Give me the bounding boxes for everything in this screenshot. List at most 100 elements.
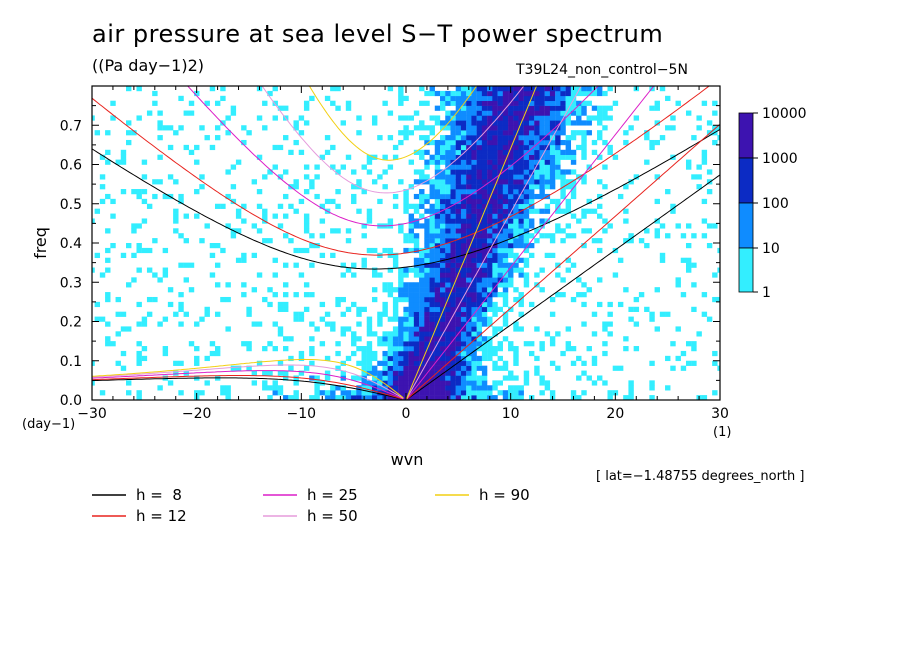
- heatmap-cell: [283, 193, 289, 200]
- heatmap-cell: [560, 100, 566, 106]
- heatmap-cell: [424, 125, 430, 131]
- heatmap-cell: [476, 341, 483, 347]
- heatmap-cell: [476, 360, 483, 366]
- heatmap-cell: [94, 301, 101, 308]
- heatmap-cell: [445, 243, 451, 249]
- heatmap-cell: [366, 208, 373, 214]
- heatmap-cell: [445, 331, 451, 337]
- heatmap-cell: [366, 154, 373, 160]
- heatmap-cell: [408, 292, 415, 298]
- heatmap-cell: [146, 203, 153, 209]
- heatmap-cell: [356, 306, 362, 312]
- heatmap-cell: [424, 296, 430, 303]
- heatmap-cell: [471, 174, 477, 180]
- heatmap-cell: [105, 193, 111, 200]
- heatmap-cell: [105, 247, 111, 254]
- heatmap-cell: [476, 321, 483, 327]
- heatmap-cell: [382, 390, 388, 396]
- heatmap-cell: [455, 375, 462, 381]
- heatmap-cell: [419, 135, 425, 141]
- heatmap-cell: [440, 208, 446, 214]
- heatmap-cell: [487, 198, 493, 205]
- heatmap-cell: [476, 154, 483, 160]
- heatmap-cell: [424, 385, 430, 391]
- heatmap-cell: [371, 331, 378, 337]
- heatmap-cell: [607, 331, 613, 337]
- heatmap-cell: [481, 115, 488, 121]
- heatmap-cell: [481, 306, 488, 312]
- heatmap-cell: [235, 159, 242, 165]
- heatmap-cell: [534, 135, 540, 141]
- heatmap-cell: [481, 277, 488, 283]
- heatmap-cell: [560, 149, 566, 155]
- heatmap-cell: [387, 390, 394, 396]
- heatmap-cell: [283, 336, 289, 342]
- heatmap-cell: [455, 213, 462, 219]
- heatmap-cell: [466, 287, 472, 293]
- heatmap-cell: [476, 395, 483, 400]
- heatmap-cell: [523, 198, 530, 205]
- heatmap-cell: [419, 296, 425, 303]
- heatmap-cell: [528, 90, 535, 97]
- heatmap-cell: [481, 135, 488, 141]
- heatmap-cell: [283, 375, 289, 381]
- heatmap-cell: [528, 189, 535, 195]
- heatmap-cell: [555, 95, 561, 102]
- x-tick-label: 30: [711, 406, 729, 422]
- heatmap-cell: [424, 292, 430, 298]
- heatmap-cell: [528, 208, 535, 214]
- heatmap-cell: [345, 355, 352, 362]
- heatmap-cell: [481, 395, 488, 400]
- heatmap-cell: [413, 385, 420, 391]
- heatmap-cell: [518, 228, 524, 234]
- heatmap-cell: [466, 198, 472, 205]
- heatmap-cell: [241, 341, 247, 347]
- heatmap-cell: [581, 105, 587, 111]
- heatmap-cell: [408, 218, 415, 224]
- heatmap-cell: [413, 125, 420, 131]
- heatmap-cell: [476, 262, 483, 268]
- heatmap-cell: [685, 223, 692, 229]
- heatmap-cell: [293, 179, 299, 185]
- heatmap-cell: [513, 110, 519, 116]
- heatmap-cell: [476, 326, 483, 332]
- heatmap-cell: [549, 149, 556, 155]
- heatmap-cell: [628, 316, 634, 322]
- heatmap-cell: [680, 292, 687, 298]
- heatmap-cell: [455, 139, 462, 146]
- heatmap-cell: [523, 144, 530, 151]
- heatmap-cell: [387, 110, 394, 116]
- heatmap-cell: [194, 189, 200, 195]
- heatmap-cell: [440, 120, 446, 126]
- heatmap-cell: [429, 90, 435, 97]
- heatmap-cell: [576, 90, 582, 97]
- heatmap-cell: [513, 385, 519, 391]
- heatmap-cell: [492, 247, 498, 254]
- heatmap-cell: [288, 149, 294, 155]
- heatmap-cell: [330, 326, 336, 332]
- heatmap-cell: [460, 179, 467, 185]
- heatmap-cell: [502, 169, 509, 175]
- heatmap-cell: [471, 350, 477, 357]
- heatmap-cell: [460, 282, 467, 288]
- heatmap-cell: [398, 90, 404, 97]
- heatmap-cell: [471, 149, 477, 155]
- heatmap-cell: [701, 311, 708, 317]
- heatmap-cell: [455, 169, 462, 175]
- heatmap-cell: [555, 292, 561, 298]
- heatmap-cell: [523, 164, 530, 170]
- heatmap-cell: [272, 272, 278, 278]
- heatmap-cell: [487, 90, 493, 97]
- heatmap-cell: [314, 326, 320, 332]
- heatmap-cell: [581, 139, 587, 146]
- heatmap-cell: [173, 228, 179, 234]
- heatmap-cell: [549, 110, 556, 116]
- heatmap-cell: [419, 189, 425, 195]
- heatmap-cell: [387, 346, 394, 352]
- heatmap-cell: [570, 120, 577, 126]
- heatmap-cell: [476, 213, 483, 219]
- heatmap-cell: [131, 189, 137, 195]
- heatmap-cell: [581, 321, 587, 327]
- heatmap-cell: [398, 139, 404, 146]
- heatmap-cell: [565, 184, 572, 190]
